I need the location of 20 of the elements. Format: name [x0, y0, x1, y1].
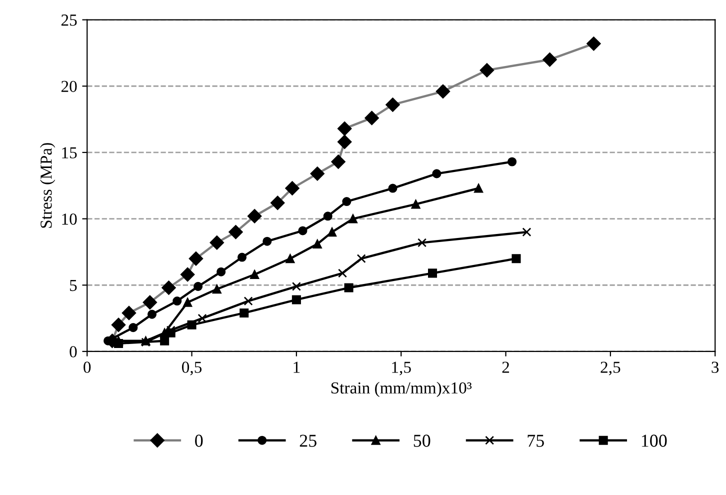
- legend-label: 75: [528, 434, 544, 447]
- x-tick-label: 0: [84, 362, 91, 373]
- y-tick-label: 5: [70, 280, 77, 292]
- x-tick-label: 2: [502, 362, 510, 373]
- y-axis-title: Stress (MPa): [40, 143, 56, 228]
- y-tick-label: 15: [62, 147, 77, 158]
- x-tick-label: 1: [294, 362, 300, 373]
- legend-label: 0: [195, 434, 203, 447]
- legend-label: 25: [300, 434, 316, 447]
- y-tick-label: 0: [70, 346, 77, 358]
- y-tick-label: 20: [61, 80, 77, 92]
- y-tick-label: 10: [62, 213, 77, 225]
- x-tick-label: 0,5: [182, 362, 202, 376]
- x-tick-label: 3: [712, 362, 719, 373]
- x-tick-label: 2,5: [600, 362, 620, 376]
- x-tick-label: 1,5: [392, 362, 411, 376]
- x-axis-title: Strain (mm/mm)x10³: [331, 382, 472, 397]
- legend-label: 100: [642, 434, 667, 447]
- legend-label: 50: [414, 434, 430, 447]
- y-tick-label: 25: [61, 14, 77, 26]
